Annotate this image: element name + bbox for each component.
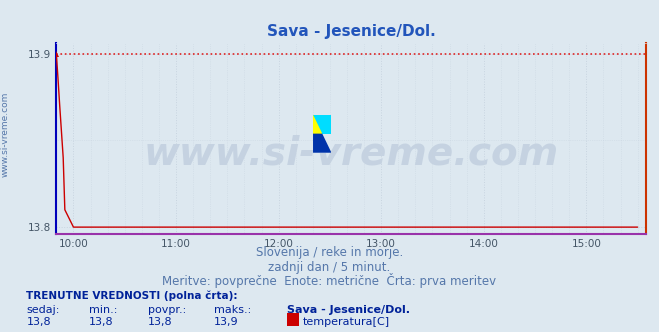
Text: Meritve: povprečne  Enote: metrične  Črta: prva meritev: Meritve: povprečne Enote: metrične Črta:… (162, 273, 497, 288)
Text: 13,8: 13,8 (26, 317, 51, 327)
Text: Sava - Jesenice/Dol.: Sava - Jesenice/Dol. (287, 305, 410, 315)
Text: 13,9: 13,9 (214, 317, 239, 327)
Text: min.:: min.: (89, 305, 117, 315)
Text: povpr.:: povpr.: (148, 305, 186, 315)
Polygon shape (313, 133, 331, 153)
Text: www.si-vreme.com: www.si-vreme.com (143, 135, 559, 173)
Text: 13,8: 13,8 (148, 317, 173, 327)
Text: www.si-vreme.com: www.si-vreme.com (1, 92, 10, 177)
Text: 13,8: 13,8 (89, 317, 113, 327)
Text: temperatura[C]: temperatura[C] (303, 317, 390, 327)
Text: Slovenija / reke in morje.: Slovenija / reke in morje. (256, 246, 403, 259)
Text: TRENUTNE VREDNOSTI (polna črta):: TRENUTNE VREDNOSTI (polna črta): (26, 291, 238, 301)
Polygon shape (313, 115, 322, 133)
Text: zadnji dan / 5 minut.: zadnji dan / 5 minut. (268, 261, 391, 274)
Polygon shape (322, 115, 331, 133)
Text: sedaj:: sedaj: (26, 305, 60, 315)
Polygon shape (313, 115, 331, 133)
Title: Sava - Jesenice/Dol.: Sava - Jesenice/Dol. (266, 24, 436, 39)
Text: maks.:: maks.: (214, 305, 252, 315)
